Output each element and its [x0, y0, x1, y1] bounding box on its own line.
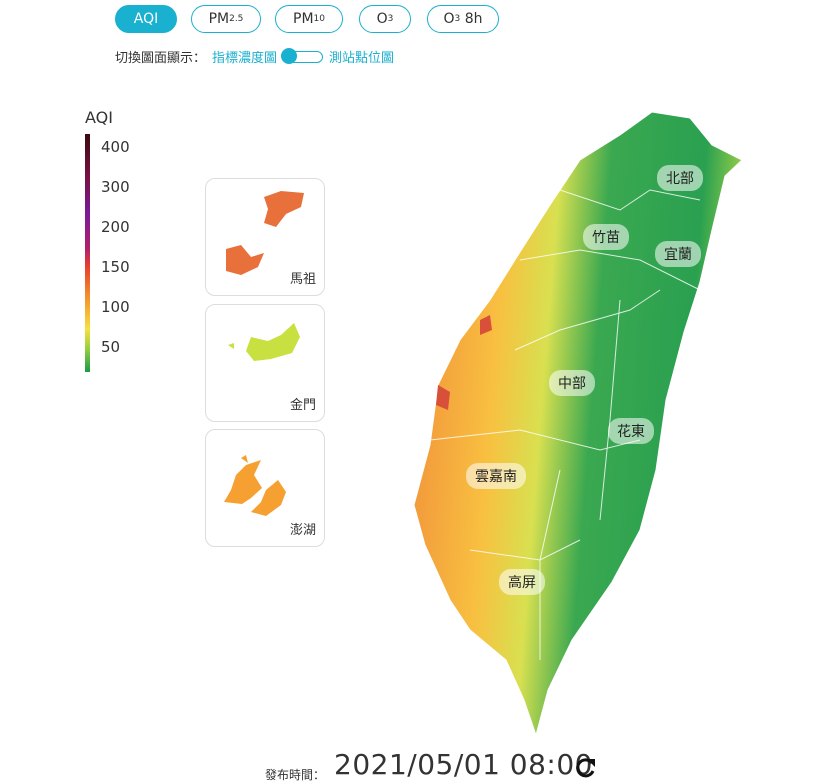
region-label[interactable]: 中部	[549, 370, 595, 396]
inset-penghu: 澎湖	[205, 429, 325, 547]
tab-suffix: 8h	[464, 11, 483, 27]
tab-pm25[interactable]: PM 2.5	[191, 5, 261, 33]
toggle-prompt: 切換圖面顯示：	[115, 51, 207, 66]
legend-bar	[85, 134, 90, 372]
county-borders	[429, 189, 701, 660]
inset-label: 馬祖	[289, 272, 316, 287]
inset-matsu: 馬祖	[205, 178, 325, 296]
view-toggle: 切換圖面顯示： 指標濃度圖 測站點位圖	[115, 47, 394, 66]
tab-label: AQI	[133, 11, 159, 27]
region-label[interactable]: 宜蘭	[655, 241, 701, 267]
legend-tick: 200	[101, 218, 130, 236]
legend-tick: 100	[101, 298, 130, 316]
inset-map	[228, 323, 300, 361]
toggle-knob	[281, 47, 298, 64]
tab-pm10[interactable]: PM 10	[275, 5, 343, 33]
tab-label: O	[443, 11, 455, 27]
hotspot	[436, 315, 492, 410]
tab-label: PM	[208, 11, 230, 27]
tab-aqi[interactable]: AQI	[115, 5, 177, 33]
region-label[interactable]: 高屏	[499, 569, 545, 595]
toggle-right[interactable]: 測站點位圖	[329, 51, 395, 66]
inset-label: 金門	[289, 398, 316, 413]
publish-time: 2021/05/01 08:00	[334, 748, 593, 781]
tab-label: PM	[293, 11, 314, 27]
region-label[interactable]: 竹苗	[583, 224, 629, 250]
region-label[interactable]: 北部	[657, 165, 703, 191]
taiwan-island	[413, 111, 743, 737]
legend-tick: 400	[101, 138, 130, 156]
tab-sub: 2.5	[229, 14, 244, 24]
publish-label: 發布時間：	[265, 768, 326, 782]
region-label[interactable]: 雲嘉南	[466, 463, 526, 489]
legend-tick: 150	[101, 258, 130, 276]
inset-label: 澎湖	[289, 523, 316, 538]
legend-tick: 300	[101, 178, 130, 196]
toggle-switch[interactable]	[281, 47, 324, 64]
tab-sub: 3	[454, 14, 461, 24]
legend-tick: 50	[101, 338, 121, 356]
toggle-left[interactable]: 指標濃度圖	[212, 51, 278, 66]
inset-map	[224, 455, 286, 516]
region-label[interactable]: 花東	[608, 418, 654, 444]
legend-title: AQI	[85, 108, 113, 127]
inset-map	[226, 191, 304, 275]
tab-sub: 10	[313, 14, 325, 24]
tab-label: O	[376, 11, 388, 27]
inset-kinmen: 金門	[205, 304, 325, 422]
refresh-button[interactable]	[574, 756, 598, 780]
tab-sub: 3	[387, 14, 394, 24]
